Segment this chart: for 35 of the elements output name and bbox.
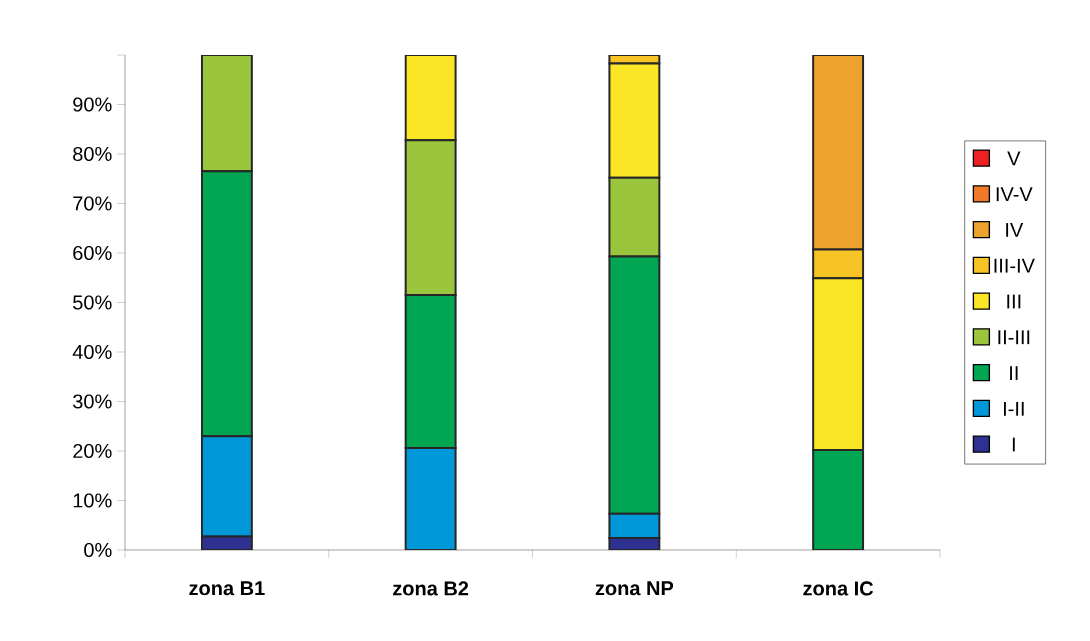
legend-label: III-IV	[994, 258, 1035, 273]
bar	[812, 277, 865, 451]
x-tick-label: zona B1	[189, 581, 265, 596]
bar	[812, 449, 865, 550]
y-tick-label: 60%	[73, 245, 112, 261]
bar	[608, 62, 661, 179]
y-tick-label: 10%	[73, 493, 112, 508]
legend-label: V	[1007, 151, 1021, 166]
bar	[608, 255, 661, 515]
legend-label: IV-V	[996, 187, 1033, 202]
legend-label: IV	[1006, 223, 1024, 237]
legend-label: III	[1007, 294, 1021, 309]
legend-label: I-II	[1004, 401, 1024, 416]
y-tick-label: 30%	[73, 394, 112, 409]
legend-label: II-III	[998, 330, 1030, 345]
y-tick-label: 40%	[72, 344, 112, 360]
x-tick-label: zona NP	[595, 581, 674, 596]
x-tick-label: zona B2	[393, 581, 469, 596]
y-tick-label: 70%	[73, 196, 112, 211]
x-tick-label: zona IC	[803, 581, 874, 596]
bar	[404, 447, 457, 550]
legend-label: II	[1010, 366, 1018, 380]
bar	[404, 294, 457, 450]
bar	[200, 54, 253, 173]
y-tick-label: 20%	[73, 443, 112, 459]
bar	[200, 435, 253, 538]
y-tick-label: 0%	[84, 542, 112, 558]
y-tick-label: 50%	[73, 295, 112, 310]
y-tick-label: 80%	[73, 146, 112, 162]
bar	[404, 139, 457, 297]
legend-label: I	[1012, 437, 1015, 452]
y-tick-label: 90%	[73, 97, 112, 112]
bar	[608, 176, 661, 258]
bar	[404, 54, 457, 142]
bar	[200, 170, 253, 438]
